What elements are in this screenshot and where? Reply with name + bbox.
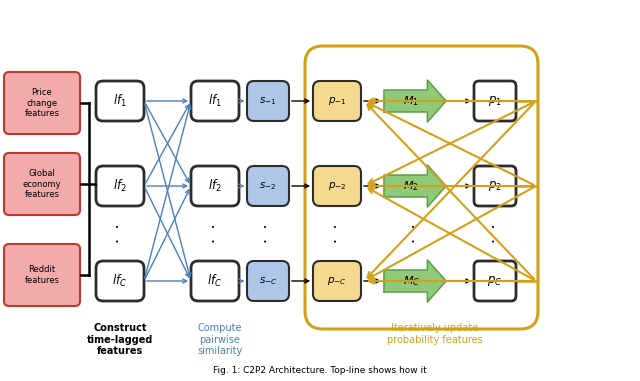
Text: ·  ·: · ·	[260, 224, 275, 243]
Text: ·  ·: · ·	[207, 224, 223, 243]
Polygon shape	[384, 260, 446, 302]
Text: $lf_1$: $lf_1$	[208, 93, 222, 109]
FancyBboxPatch shape	[247, 81, 289, 121]
Text: Compute
pairwise
similarity: Compute pairwise similarity	[197, 323, 243, 356]
Text: $s_{-2}$: $s_{-2}$	[259, 180, 276, 192]
Text: Reddit
features: Reddit features	[24, 265, 60, 285]
Text: $lf_1$: $lf_1$	[113, 93, 127, 109]
FancyBboxPatch shape	[96, 81, 144, 121]
FancyBboxPatch shape	[474, 166, 516, 206]
Text: Construct
time-lagged
features: Construct time-lagged features	[87, 323, 153, 356]
FancyBboxPatch shape	[474, 261, 516, 301]
Text: $p_{-1}$: $p_{-1}$	[328, 95, 346, 107]
FancyBboxPatch shape	[313, 81, 361, 121]
Text: $M_1$: $M_1$	[403, 94, 419, 108]
Text: $p_2$: $p_2$	[488, 179, 502, 193]
FancyBboxPatch shape	[247, 166, 289, 206]
Text: $lf_C$: $lf_C$	[113, 273, 127, 289]
Polygon shape	[384, 165, 446, 207]
FancyBboxPatch shape	[4, 244, 80, 306]
Polygon shape	[384, 80, 446, 122]
Text: $M_2$: $M_2$	[403, 179, 419, 193]
Text: ·  ·: · ·	[408, 224, 422, 243]
FancyBboxPatch shape	[96, 166, 144, 206]
FancyBboxPatch shape	[191, 261, 239, 301]
Text: ·  ·: · ·	[330, 224, 344, 243]
FancyBboxPatch shape	[313, 261, 361, 301]
FancyBboxPatch shape	[4, 72, 80, 134]
FancyBboxPatch shape	[96, 261, 144, 301]
Text: $s_{-C}$: $s_{-C}$	[259, 275, 277, 287]
FancyBboxPatch shape	[191, 166, 239, 206]
FancyBboxPatch shape	[191, 81, 239, 121]
Text: $lf_2$: $lf_2$	[113, 178, 127, 194]
Text: $p_C$: $p_C$	[488, 274, 502, 288]
Text: $s_{-1}$: $s_{-1}$	[259, 95, 276, 107]
Text: Fig. 1: C2P2 Architecture. Top-line shows how it: Fig. 1: C2P2 Architecture. Top-line show…	[213, 366, 427, 375]
Text: ·  ·: · ·	[488, 224, 502, 243]
Text: $lf_C$: $lf_C$	[207, 273, 223, 289]
Text: $M_C$: $M_C$	[403, 274, 419, 288]
Text: $p_{-C}$: $p_{-C}$	[327, 275, 347, 287]
FancyBboxPatch shape	[247, 261, 289, 301]
Text: ·  ·: · ·	[113, 224, 127, 243]
Text: $lf_2$: $lf_2$	[208, 178, 222, 194]
FancyBboxPatch shape	[4, 153, 80, 215]
Text: $p_1$: $p_1$	[488, 94, 502, 108]
Text: Global
economy
features: Global economy features	[22, 169, 61, 199]
Text: Price
change
features: Price change features	[24, 88, 60, 118]
FancyBboxPatch shape	[474, 81, 516, 121]
Text: Iteratively update
probability features: Iteratively update probability features	[387, 323, 483, 344]
Text: $p_{-2}$: $p_{-2}$	[328, 180, 346, 192]
FancyBboxPatch shape	[313, 166, 361, 206]
